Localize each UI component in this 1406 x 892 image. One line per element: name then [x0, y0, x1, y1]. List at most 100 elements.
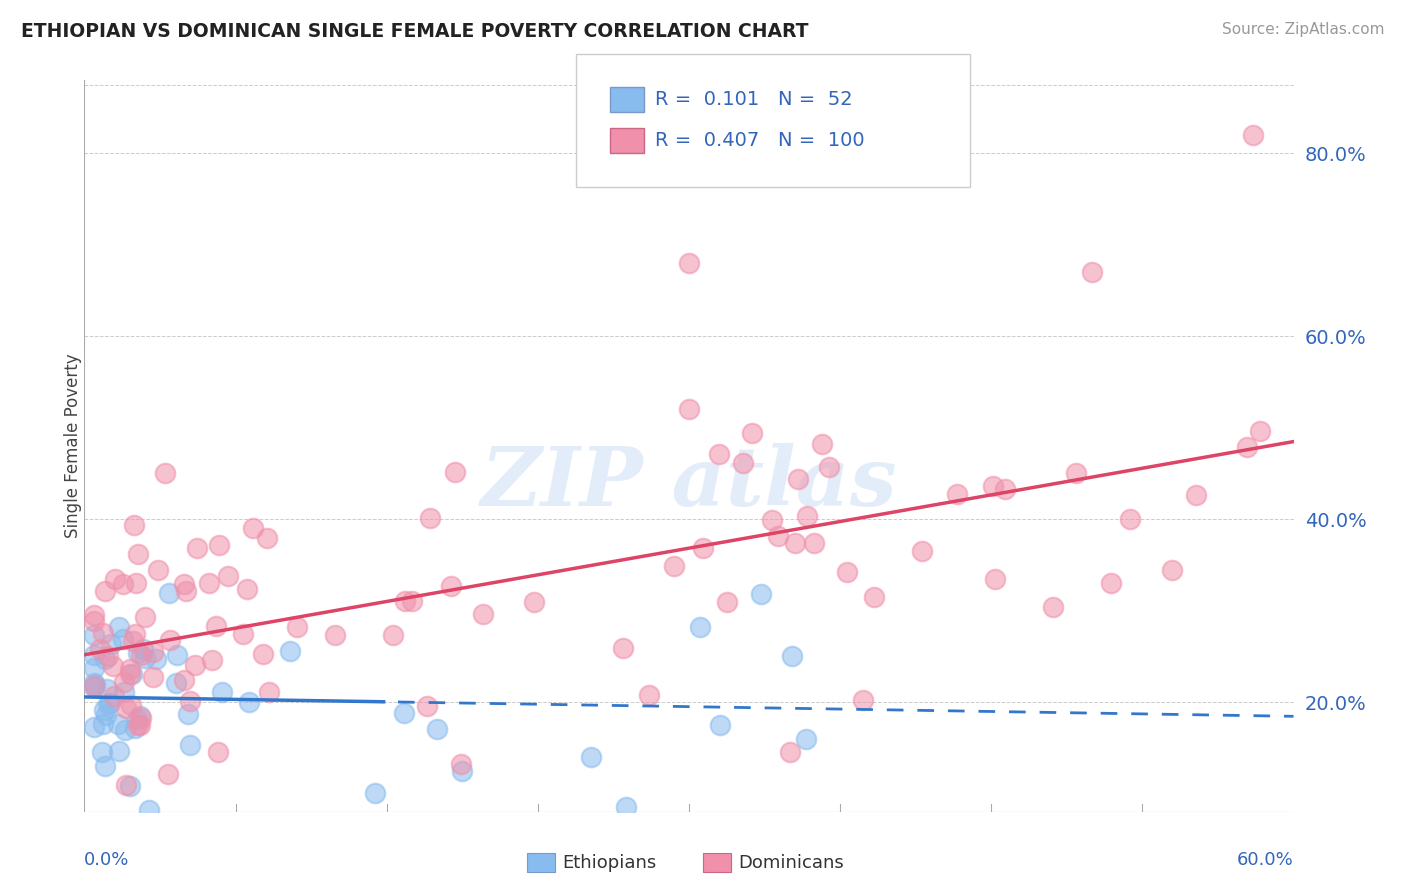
Point [242, 521, 264, 535]
Point [98, 697, 121, 711]
Point [124, 627, 146, 641]
Point [120, 698, 142, 712]
Text: ZIP atlas: ZIP atlas [481, 442, 897, 523]
Point [112, 685, 135, 699]
Point [1161, 563, 1184, 577]
Point [174, 583, 197, 598]
Point [157, 767, 180, 781]
Point [323, 627, 346, 641]
Point [472, 607, 495, 622]
Point [692, 541, 714, 555]
Point [91, 745, 114, 759]
Point [614, 800, 637, 814]
Point [142, 670, 165, 684]
Point [83, 648, 105, 662]
Point [146, 563, 169, 577]
Point [994, 482, 1017, 496]
Point [134, 651, 156, 665]
Point [238, 695, 260, 709]
Point [382, 628, 405, 642]
Point [444, 465, 467, 479]
Point [204, 619, 226, 633]
Point [664, 558, 686, 573]
Point [579, 749, 602, 764]
Point [278, 644, 301, 658]
Point [125, 712, 148, 726]
Point [118, 779, 141, 793]
Text: R =  0.407   N =  100: R = 0.407 N = 100 [655, 131, 865, 151]
Point [257, 685, 280, 699]
Point [256, 531, 278, 545]
Point [129, 709, 152, 723]
Point [112, 577, 135, 591]
Point [911, 544, 934, 558]
Point [522, 595, 544, 609]
Point [1064, 466, 1087, 480]
Point [83, 675, 105, 690]
Point [108, 620, 131, 634]
Point [983, 479, 1005, 493]
Point [451, 764, 474, 778]
Point [818, 460, 841, 475]
Point [207, 746, 229, 760]
Point [236, 582, 259, 596]
Point [93, 703, 115, 717]
Point [94, 707, 117, 722]
Point [1241, 128, 1264, 143]
Text: 0.0%: 0.0% [84, 851, 129, 869]
Point [94, 759, 117, 773]
Point [984, 572, 1007, 586]
Point [208, 538, 231, 552]
Point [392, 706, 415, 720]
Point [173, 577, 195, 591]
Point [364, 787, 387, 801]
Point [121, 667, 143, 681]
Point [211, 685, 233, 699]
Point [83, 720, 105, 734]
Point [689, 620, 711, 634]
Point [128, 718, 150, 732]
Text: Ethiopians: Ethiopians [562, 854, 657, 871]
Point [94, 584, 117, 599]
Point [83, 679, 105, 693]
Point [124, 721, 146, 735]
Point [83, 661, 105, 675]
Point [173, 673, 195, 687]
Point [83, 608, 105, 623]
Point [112, 675, 135, 690]
Point [127, 646, 149, 660]
Point [252, 647, 274, 661]
Point [440, 579, 463, 593]
Point [612, 641, 634, 656]
Point [165, 676, 187, 690]
Point [779, 745, 801, 759]
Point [1119, 512, 1142, 526]
Point [107, 717, 129, 731]
Point [112, 632, 135, 647]
Point [125, 576, 148, 591]
Point [716, 595, 738, 609]
Point [1236, 440, 1258, 454]
Point [709, 448, 731, 462]
Point [153, 467, 176, 481]
Point [83, 681, 105, 695]
Point [780, 648, 803, 663]
Text: 60.0%: 60.0% [1237, 851, 1294, 869]
Point [287, 620, 309, 634]
Point [134, 610, 156, 624]
Point [179, 694, 201, 708]
Point [127, 547, 149, 561]
Point [426, 723, 449, 737]
Point [176, 706, 198, 721]
Point [394, 594, 416, 608]
Point [179, 738, 201, 752]
Point [761, 513, 783, 527]
Point [201, 653, 224, 667]
Point [733, 456, 755, 470]
Point [97, 697, 120, 711]
Point [862, 591, 884, 605]
Point [741, 426, 763, 441]
Point [852, 693, 875, 707]
Point [122, 518, 145, 533]
Point [83, 614, 105, 628]
